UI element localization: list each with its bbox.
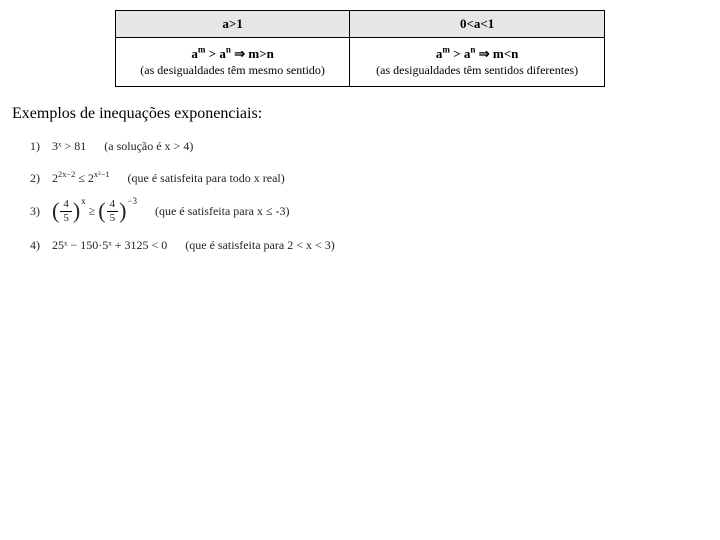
table-cell-right: am > an ⇒ m<n (as desigualdades têm sent… bbox=[350, 38, 605, 87]
example-4: 4) 25ˣ − 150·5ˣ + 3125 < 0 (que é satisf… bbox=[30, 234, 712, 256]
inequality-rules-table: a>1 0<a<1 am > an ⇒ m>n (as desigualdade… bbox=[115, 10, 605, 87]
table-header-left: a>1 bbox=[116, 11, 350, 38]
example-3: 3) (45)x ≥ (45)−3 (que é satisfeita para… bbox=[30, 199, 712, 224]
table-cell-left: am > an ⇒ m>n (as desigualdades têm mesm… bbox=[116, 38, 350, 87]
table-header-right: 0<a<1 bbox=[350, 11, 605, 38]
examples-list: 1) 3ˣ > 81 (a solução é x > 4) 2) 22x−2 … bbox=[30, 135, 712, 256]
example-2: 2) 22x−2 ≤ 2x²−1 (que é satisfeita para … bbox=[30, 167, 712, 189]
example-1: 1) 3ˣ > 81 (a solução é x > 4) bbox=[30, 135, 712, 157]
section-title: Exemplos de inequações exponenciais: bbox=[12, 105, 712, 123]
